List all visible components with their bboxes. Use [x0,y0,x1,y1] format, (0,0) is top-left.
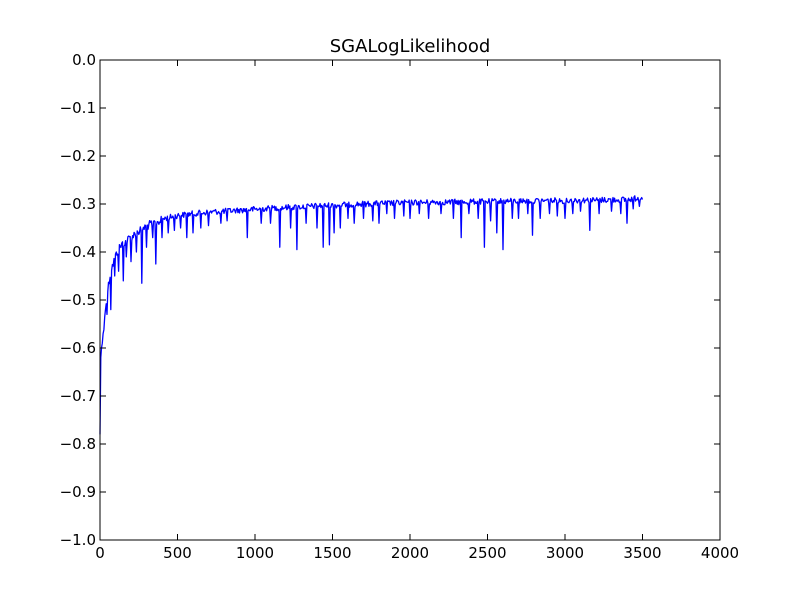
y-tick-label: −0.5 [60,291,96,309]
plot-area [100,60,720,540]
x-tick-label: 2000 [391,544,429,562]
series-line [99,195,644,435]
y-tick-label: −0.4 [60,243,96,261]
x-tick-label: 0 [95,544,105,562]
y-tick-label: −0.3 [60,195,96,213]
x-tick-label: 500 [163,544,192,562]
y-tick-label: −0.8 [60,435,96,453]
y-tick-label: −0.1 [60,99,96,117]
tick-layer: 0 500 1000 1500 2000 2500 3000 3500 4000 0.0 −0.1 −… [60,51,740,562]
y-tick-label: −0.7 [60,387,96,405]
chart-title: SGALogLikelihood [330,36,491,57]
y-tick-label: −1.0 [60,531,96,549]
y-tick-label: −0.9 [60,483,96,501]
x-tick-label: 4000 [701,544,739,562]
y-tick-label: 0.0 [72,51,96,69]
plot-frame [99,59,721,541]
x-tick-label: 2500 [468,544,506,562]
x-tick-label: 1500 [313,544,351,562]
series-layer [99,195,644,435]
x-tick-label: 1000 [236,544,274,562]
x-tick-label: 3500 [623,544,661,562]
x-tick-label: 3000 [546,544,584,562]
y-tick-label: −0.2 [60,147,96,165]
y-tick-label: −0.6 [60,339,96,357]
